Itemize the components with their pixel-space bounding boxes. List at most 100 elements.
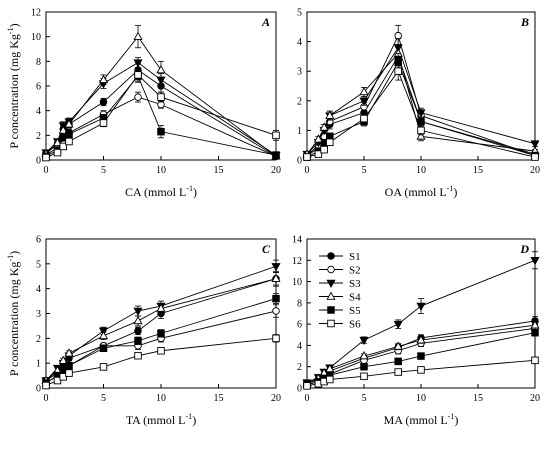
data-point bbox=[156, 303, 166, 312]
data-point bbox=[42, 153, 50, 162]
y-tick-label: 5 bbox=[297, 8, 302, 19]
data-point bbox=[272, 294, 280, 303]
data-point bbox=[65, 137, 73, 146]
legend-label: S3 bbox=[349, 278, 361, 290]
legend-marker bbox=[327, 306, 335, 314]
legend-label: S1 bbox=[349, 251, 361, 263]
legend-marker bbox=[326, 291, 336, 300]
x-tick-label: 10 bbox=[416, 393, 426, 404]
data-point bbox=[530, 257, 540, 266]
panel-label: C bbox=[262, 242, 271, 256]
data-point bbox=[99, 119, 108, 127]
data-point bbox=[417, 126, 425, 135]
data-point bbox=[394, 67, 402, 75]
data-point bbox=[325, 110, 335, 119]
series-s6 bbox=[42, 68, 280, 162]
data-point bbox=[272, 307, 280, 315]
x-tick-label: 5 bbox=[101, 393, 106, 404]
x-tick-label: 5 bbox=[101, 165, 106, 176]
data-point bbox=[326, 375, 334, 384]
y-tick-label: 2 bbox=[297, 362, 302, 373]
data-point bbox=[133, 315, 143, 325]
y-tick-label: 2 bbox=[297, 96, 302, 107]
x-tick-label: 0 bbox=[305, 165, 310, 176]
y-tick-label: 8 bbox=[36, 57, 41, 68]
data-point bbox=[360, 362, 368, 371]
data-point bbox=[272, 131, 280, 140]
data-point bbox=[416, 131, 426, 140]
y-tick-label: 1 bbox=[297, 126, 302, 137]
x-tick-label: 0 bbox=[44, 165, 49, 176]
x-tick-label: 15 bbox=[473, 393, 483, 404]
x-tick-label: 15 bbox=[473, 165, 483, 176]
panel-label: D bbox=[519, 242, 529, 256]
data-point bbox=[58, 355, 68, 364]
data-point bbox=[134, 71, 142, 79]
y-tick-label: 6 bbox=[36, 82, 41, 93]
y-tick-label: 14 bbox=[292, 235, 302, 246]
y-tick-label: 12 bbox=[31, 8, 41, 19]
data-point bbox=[65, 130, 73, 138]
data-point bbox=[393, 320, 403, 330]
data-point bbox=[272, 334, 280, 343]
data-point bbox=[394, 31, 402, 40]
data-point bbox=[65, 361, 73, 370]
data-point bbox=[157, 329, 165, 338]
y-tick-label: 4 bbox=[36, 284, 41, 295]
y-tick-label: 3 bbox=[297, 67, 302, 78]
legend-marker bbox=[327, 319, 335, 328]
x-tick-label: 15 bbox=[214, 393, 224, 404]
y-tick-label: 12 bbox=[292, 256, 302, 267]
data-point bbox=[42, 381, 50, 390]
y-tick-label: 2 bbox=[36, 334, 41, 345]
data-point bbox=[393, 341, 403, 350]
data-point bbox=[303, 382, 311, 390]
data-point bbox=[156, 64, 166, 74]
data-point bbox=[272, 151, 280, 159]
x-axis-label: MA (mmol L-1) bbox=[384, 412, 459, 427]
data-point bbox=[531, 153, 539, 161]
x-tick-label: 20 bbox=[271, 393, 281, 404]
data-point bbox=[359, 351, 369, 360]
data-point bbox=[58, 125, 68, 134]
data-point bbox=[394, 357, 402, 366]
data-point bbox=[417, 352, 425, 360]
x-tick-label: 5 bbox=[362, 165, 367, 176]
data-point bbox=[64, 348, 74, 357]
data-point bbox=[59, 142, 68, 151]
y-tick-label: 1 bbox=[36, 359, 41, 370]
data-point bbox=[416, 335, 426, 344]
x-tick-label: 10 bbox=[416, 165, 426, 176]
data-point bbox=[133, 59, 143, 68]
series-s3 bbox=[41, 259, 281, 386]
legend-marker bbox=[327, 265, 335, 274]
data-point bbox=[530, 320, 540, 329]
data-point bbox=[360, 114, 368, 123]
data-point bbox=[531, 328, 539, 337]
data-point bbox=[157, 127, 165, 136]
y-tick-label: 0 bbox=[36, 156, 41, 167]
data-point bbox=[134, 337, 142, 345]
data-point bbox=[359, 86, 369, 96]
x-axis-label: CA (mmol L-1) bbox=[125, 184, 197, 199]
data-point bbox=[99, 363, 108, 371]
data-point bbox=[320, 145, 328, 154]
series-s1 bbox=[42, 272, 280, 385]
y-tick-label: 10 bbox=[292, 277, 302, 288]
data-point bbox=[360, 372, 368, 381]
data-point bbox=[133, 307, 143, 317]
legend-label: S6 bbox=[349, 319, 361, 331]
series-s6 bbox=[303, 356, 539, 390]
data-point bbox=[134, 327, 142, 335]
data-point bbox=[157, 347, 165, 355]
panel-label: A bbox=[261, 15, 270, 29]
y-tick-label: 10 bbox=[31, 32, 41, 43]
series-s6 bbox=[303, 61, 539, 161]
x-axis-label: OA (mmol L-1) bbox=[385, 184, 458, 199]
data-point bbox=[134, 351, 142, 360]
data-point bbox=[65, 369, 73, 377]
x-tick-label: 20 bbox=[530, 165, 540, 176]
panel-c: 0 5 10 15 20 0 1 2 3 4 5 6 C TA (mmol L-1) P concentra… bbox=[6, 235, 281, 428]
legend-label: S5 bbox=[349, 305, 361, 317]
